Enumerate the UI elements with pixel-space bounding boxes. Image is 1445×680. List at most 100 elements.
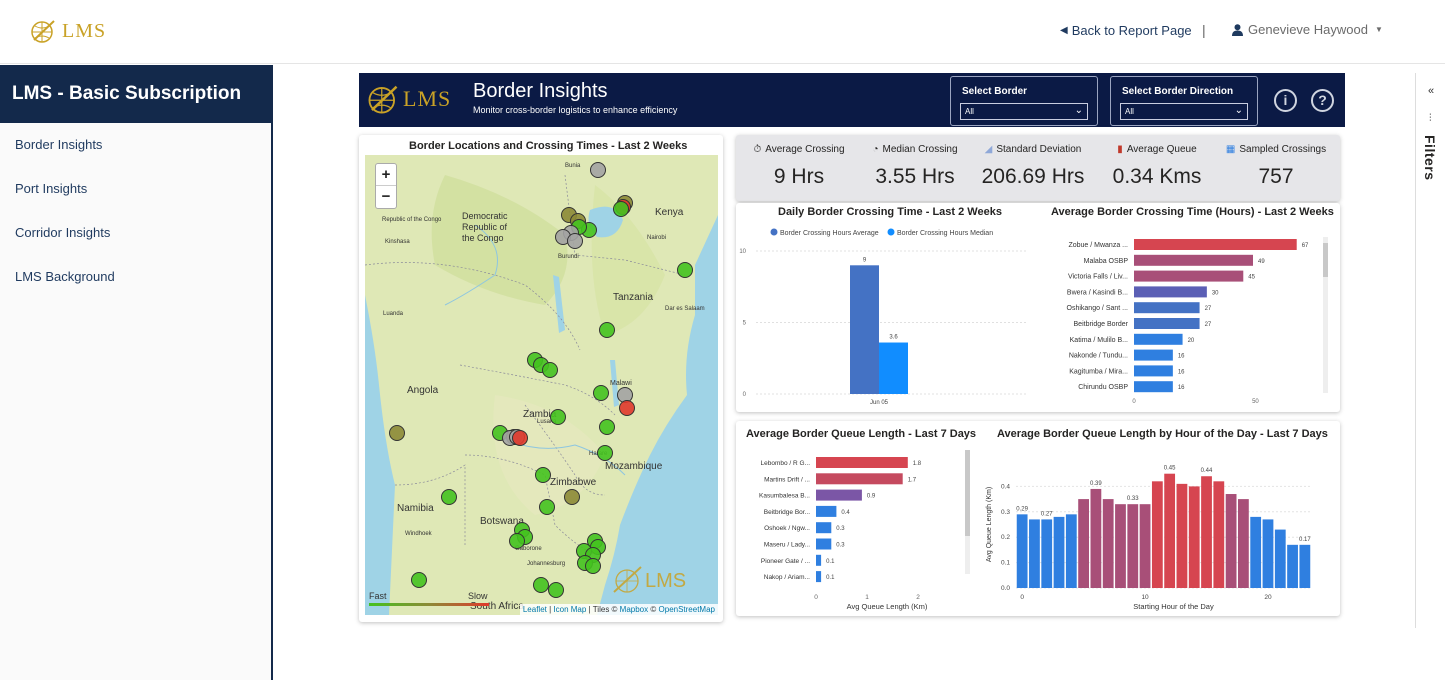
border-marker[interactable] <box>550 409 566 425</box>
avg-crossing-bar[interactable] <box>1134 349 1173 361</box>
border-marker[interactable] <box>533 577 549 593</box>
hour-bar[interactable] <box>1041 519 1053 588</box>
back-to-report-link[interactable]: ◀ Back to Report Page <box>1060 23 1192 38</box>
collapse-filters-icon[interactable]: « <box>1428 85 1435 97</box>
hour-bar[interactable] <box>1250 516 1262 588</box>
border-marker[interactable] <box>619 400 635 416</box>
queue-hour-chart[interactable]: 0.0 0.1 0.2 0.3 0.4 0.29 0.27 0.39 0.33 0.45 0.44 0… <box>981 441 1336 616</box>
border-marker[interactable] <box>389 425 405 441</box>
hour-bar[interactable] <box>1127 504 1139 588</box>
border-marker[interactable] <box>512 430 528 446</box>
hour-bar[interactable] <box>1201 476 1212 588</box>
hour-bar[interactable] <box>1225 494 1237 588</box>
hour-bar[interactable] <box>1053 516 1065 588</box>
queue-length-bar[interactable] <box>816 522 832 534</box>
border-markers[interactable] <box>389 162 693 598</box>
zoom-out-button[interactable]: − <box>381 188 391 205</box>
daily-bar-1[interactable] <box>879 342 908 394</box>
map-canvas[interactable]: Kenya Democratic Republic of the Congo T… <box>365 155 718 615</box>
avg-crossing-bar[interactable] <box>1134 333 1183 345</box>
queue-length-bar[interactable] <box>816 554 822 566</box>
avg-crossing-bar[interactable] <box>1134 270 1244 282</box>
select-direction-dropdown[interactable]: All ⌄ <box>1120 103 1248 120</box>
sidebar-item-corridor-insights[interactable]: Corridor Insights <box>15 225 111 240</box>
hour-bar[interactable] <box>1090 488 1102 588</box>
border-marker[interactable] <box>599 419 615 435</box>
user-menu[interactable]: Genevieve Haywood ▼ <box>1232 22 1383 37</box>
filters-pane[interactable]: « ⫶ Filters <box>1415 73 1445 628</box>
report-logo: LMS <box>367 83 451 115</box>
hour-bar[interactable] <box>1299 544 1311 588</box>
border-marker[interactable] <box>613 201 629 217</box>
hour-bar[interactable] <box>1115 504 1126 588</box>
border-marker[interactable] <box>542 362 558 378</box>
border-marker[interactable] <box>411 572 427 588</box>
daily-bar-0[interactable] <box>850 265 879 394</box>
sidebar-item-lms-background[interactable]: LMS Background <box>15 269 115 284</box>
border-marker[interactable] <box>677 262 693 278</box>
queue-length-bar[interactable] <box>816 489 862 501</box>
help-icon[interactable]: ? <box>1311 89 1334 112</box>
border-map[interactable]: Kenya Democratic Republic of the Congo T… <box>365 155 718 615</box>
avg-crossing-bar[interactable] <box>1134 318 1200 329</box>
mapbox-link[interactable]: Mapbox <box>619 605 649 614</box>
scrollbar-thumb[interactable] <box>965 450 970 536</box>
avg-crossing-chart[interactable]: Zobue / Mwanza ... 67 Malaba OSBP 49 Victori… <box>1036 221 1336 411</box>
scrollbar-track[interactable] <box>1323 237 1328 393</box>
avg-crossing-bar[interactable] <box>1134 365 1173 377</box>
border-marker[interactable] <box>548 582 564 598</box>
queue-length-bar[interactable] <box>816 473 903 485</box>
hour-bar[interactable] <box>1065 514 1077 588</box>
zoom-in-button[interactable]: + <box>376 164 396 186</box>
hour-bar[interactable] <box>1139 504 1151 588</box>
avg-crossing-bar[interactable] <box>1134 254 1253 266</box>
icon-map-link[interactable]: Icon Map <box>553 605 587 614</box>
border-marker[interactable] <box>441 489 457 505</box>
avg-crossing-bar[interactable] <box>1134 302 1200 314</box>
border-marker[interactable] <box>599 322 615 338</box>
border-marker[interactable] <box>539 499 555 515</box>
lms-logo[interactable]: LMS <box>30 18 106 44</box>
avg-crossing-bar[interactable] <box>1134 239 1297 250</box>
border-marker[interactable] <box>535 467 551 483</box>
queue-length-bar[interactable] <box>816 538 832 550</box>
info-icon[interactable]: i <box>1274 89 1297 112</box>
hour-bar[interactable] <box>1078 499 1089 588</box>
hour-bar[interactable] <box>1016 514 1028 588</box>
hour-bar[interactable] <box>1029 519 1040 588</box>
sidebar-item-border-insights[interactable]: Border Insights <box>15 137 103 152</box>
queue-length-bar[interactable] <box>816 571 822 583</box>
border-marker[interactable] <box>597 445 613 461</box>
hour-bar[interactable] <box>1238 499 1249 588</box>
border-marker[interactable] <box>509 533 525 549</box>
sidebar-item-port-insights[interactable]: Port Insights <box>15 181 88 196</box>
hour-bar[interactable] <box>1262 519 1274 588</box>
legend-median-label[interactable]: Border Crossing Hours Median <box>897 230 993 237</box>
hour-bar[interactable] <box>1102 499 1114 588</box>
border-marker[interactable] <box>585 558 601 574</box>
hour-bar[interactable] <box>1213 481 1225 588</box>
avg-crossing-bar[interactable] <box>1134 286 1207 298</box>
queue-length-chart[interactable]: Lebombo / R G... 1.8 Martins Drift / ... 1.… <box>736 441 981 616</box>
border-marker[interactable] <box>593 385 609 401</box>
hour-bar[interactable] <box>1151 481 1163 588</box>
hour-bar[interactable] <box>1287 544 1298 588</box>
queue-length-bar[interactable] <box>816 505 837 517</box>
leaflet-link[interactable]: Leaflet <box>522 605 547 614</box>
osm-link[interactable]: OpenStreetMap <box>658 605 715 614</box>
border-marker[interactable] <box>590 162 606 178</box>
daily-crossing-chart[interactable]: Border Crossing Hours Average Border Cros… <box>736 221 1036 411</box>
queue-length-bar[interactable] <box>816 457 908 468</box>
hour-bar[interactable] <box>1274 529 1286 588</box>
border-marker[interactable] <box>564 489 580 505</box>
select-border-dropdown[interactable]: All ⌄ <box>960 103 1088 120</box>
avg-crossing-bar[interactable] <box>1134 381 1173 393</box>
hour-bar[interactable] <box>1176 483 1188 588</box>
border-marker[interactable] <box>567 233 583 249</box>
scrollbar-thumb[interactable] <box>1323 243 1328 277</box>
hour-bar[interactable] <box>1164 473 1176 588</box>
border-marker[interactable] <box>617 387 633 403</box>
hour-bar[interactable] <box>1188 486 1200 588</box>
filters-label[interactable]: Filters <box>1422 135 1438 181</box>
legend-average-label[interactable]: Border Crossing Hours Average <box>780 230 879 237</box>
